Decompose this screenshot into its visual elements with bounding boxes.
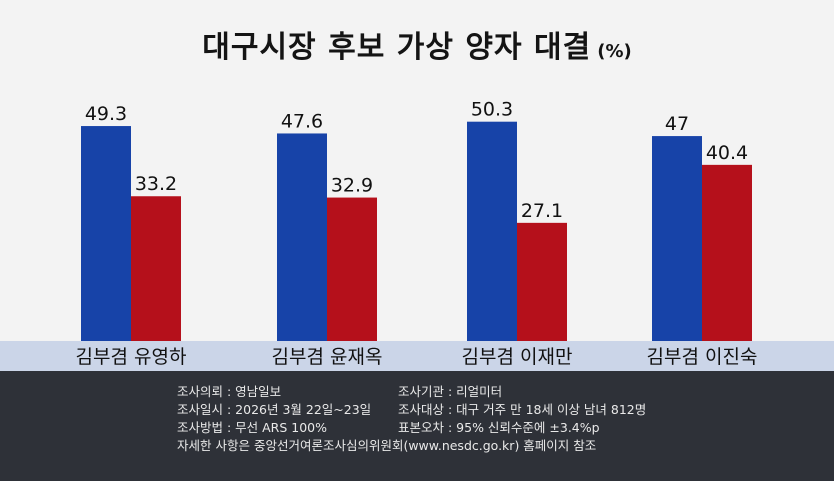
bar-red-1	[131, 196, 181, 341]
value-label-blue-2: 47.6	[281, 110, 323, 132]
bar-red-4	[702, 164, 752, 341]
bar-blue-1	[81, 126, 131, 341]
bar-chart: 49.3 33.2 김부겸 유영하 47.6 32.9 김부겸 윤재옥 50.3 27.1 김부…	[76, 99, 758, 368]
bar-blue-3	[467, 121, 517, 341]
footer-error: 표본오차 : 95% 신뢰수준에 ±3.4%p	[398, 420, 600, 435]
bar-blue-4	[652, 136, 702, 341]
value-label-red-4: 40.4	[706, 142, 748, 164]
chart-title-block: 대구시장 후보 가상 양자 대결 (%)	[0, 22, 834, 66]
footer-note: 자세한 사항은 중앙선거여론조사심의위원회(www.nesdc.go.kr) 홈…	[177, 438, 597, 453]
category-label-3: 김부겸 이재만	[462, 346, 573, 368]
value-label-blue-4: 47	[665, 113, 689, 135]
footer-agency: 조사기관 : 리얼미터	[398, 384, 503, 399]
value-label-red-3: 27.1	[521, 200, 563, 222]
footer-method: 조사방법 : 무선 ARS 100%	[177, 420, 328, 435]
chart-unit: (%)	[597, 41, 632, 62]
value-label-red-1: 33.2	[135, 173, 177, 195]
survey-info-footer: 조사의뢰 : 영남일보 조사기관 : 리얼미터 조사일시 : 2026년 3월 …	[0, 371, 834, 481]
value-label-blue-3: 50.3	[471, 99, 513, 121]
category-band	[0, 341, 834, 371]
value-label-blue-1: 49.3	[85, 103, 127, 125]
value-label-red-2: 32.9	[331, 175, 373, 197]
bar-blue-2	[277, 133, 327, 341]
category-label-4: 김부겸 이진숙	[647, 346, 758, 368]
category-label-1: 김부겸 유영하	[76, 346, 187, 368]
bar-red-3	[517, 222, 567, 341]
chart-title: 대구시장 후보 가상 양자 대결	[202, 30, 592, 65]
footer-period: 조사일시 : 2026년 3월 22일~23일	[177, 402, 372, 417]
footer-requester: 조사의뢰 : 영남일보	[177, 384, 282, 399]
bar-red-2	[327, 197, 377, 341]
category-label-2: 김부겸 윤재옥	[272, 346, 383, 368]
footer-target: 조사대상 : 대구 거주 만 18세 이상 남녀 812명	[398, 402, 647, 417]
